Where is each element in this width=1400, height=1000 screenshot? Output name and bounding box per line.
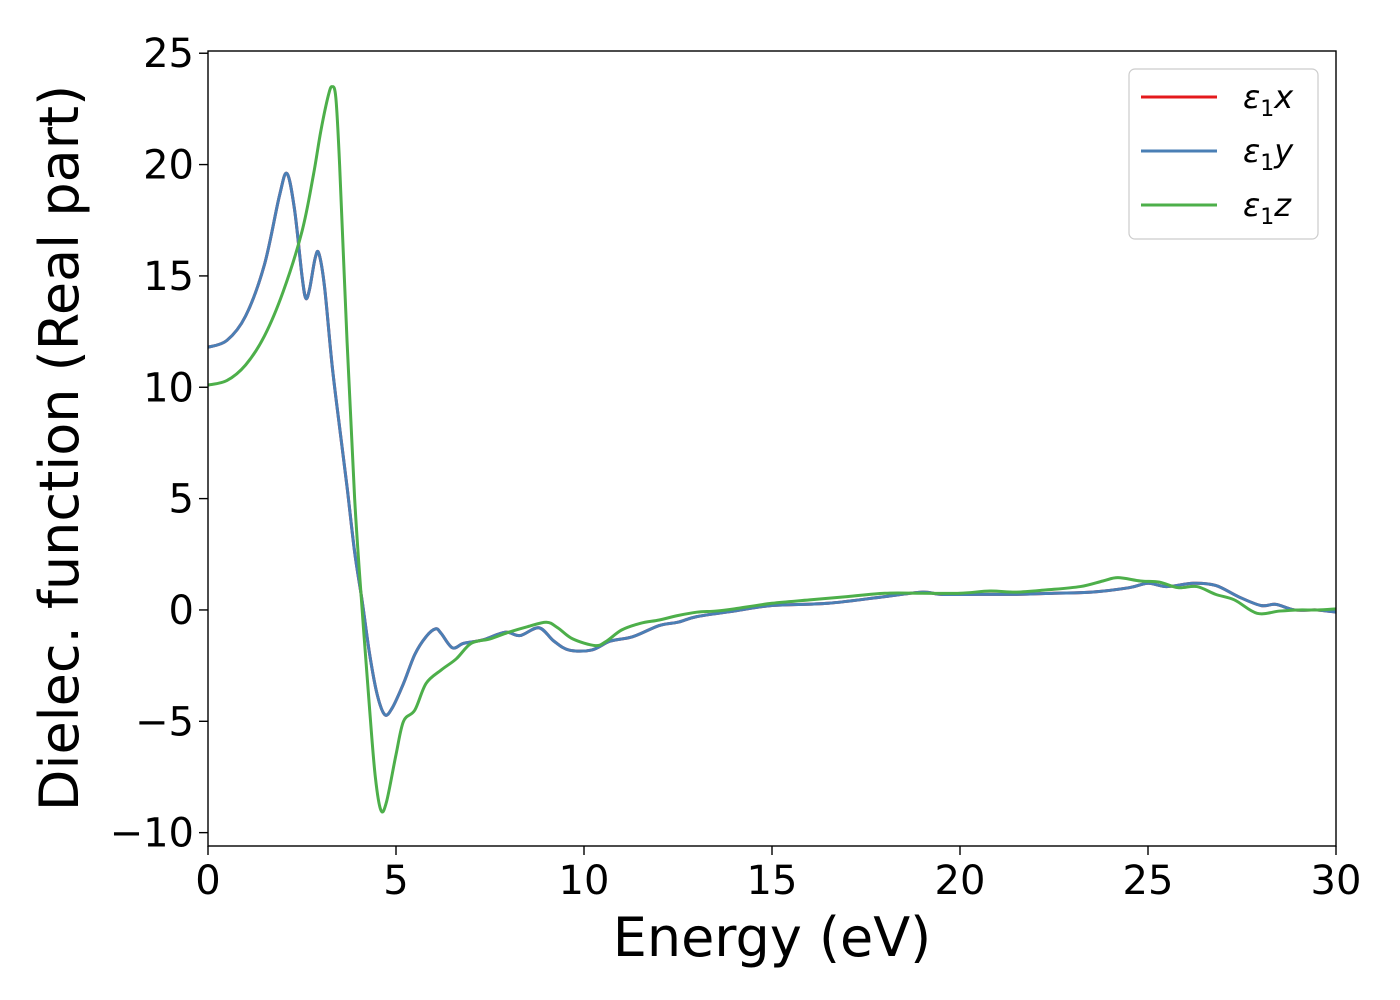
legend-label: ε1z	[1243, 186, 1292, 230]
x-tick-label: 20	[935, 858, 986, 904]
x-tick-label: 0	[195, 858, 220, 904]
legend-label: ε1x	[1243, 78, 1294, 122]
x-axis: 0 5 10 15 20 25 30	[195, 846, 1361, 904]
y-tick-label: 5	[169, 477, 194, 523]
y-tick-label: 25	[143, 31, 194, 77]
y-tick-label: 0	[169, 588, 194, 634]
y-tick-label: −5	[135, 699, 194, 745]
y-axis: −10 −5 0 5 10 15 20 25	[110, 31, 208, 857]
legend: ε1x ε1y ε1z	[1128, 68, 1319, 240]
x-tick-label: 15	[747, 858, 798, 904]
y-axis-title: Dielec. function (Real part)	[28, 85, 91, 811]
x-axis-title: Energy (eV)	[613, 906, 932, 969]
legend-label: ε1y	[1243, 132, 1294, 176]
x-tick-label: 10	[559, 858, 610, 904]
legend-box	[1128, 68, 1319, 240]
series-line-ε1z	[208, 85, 1336, 814]
y-tick-label: −10	[110, 811, 194, 857]
y-tick-label: 15	[143, 254, 194, 300]
x-tick-label: 5	[383, 858, 408, 904]
x-tick-label: 30	[1311, 858, 1362, 904]
series-layer	[208, 85, 1336, 814]
x-tick-label: 25	[1123, 858, 1174, 904]
y-tick-label: 20	[143, 143, 194, 189]
y-tick-label: 10	[143, 365, 194, 411]
